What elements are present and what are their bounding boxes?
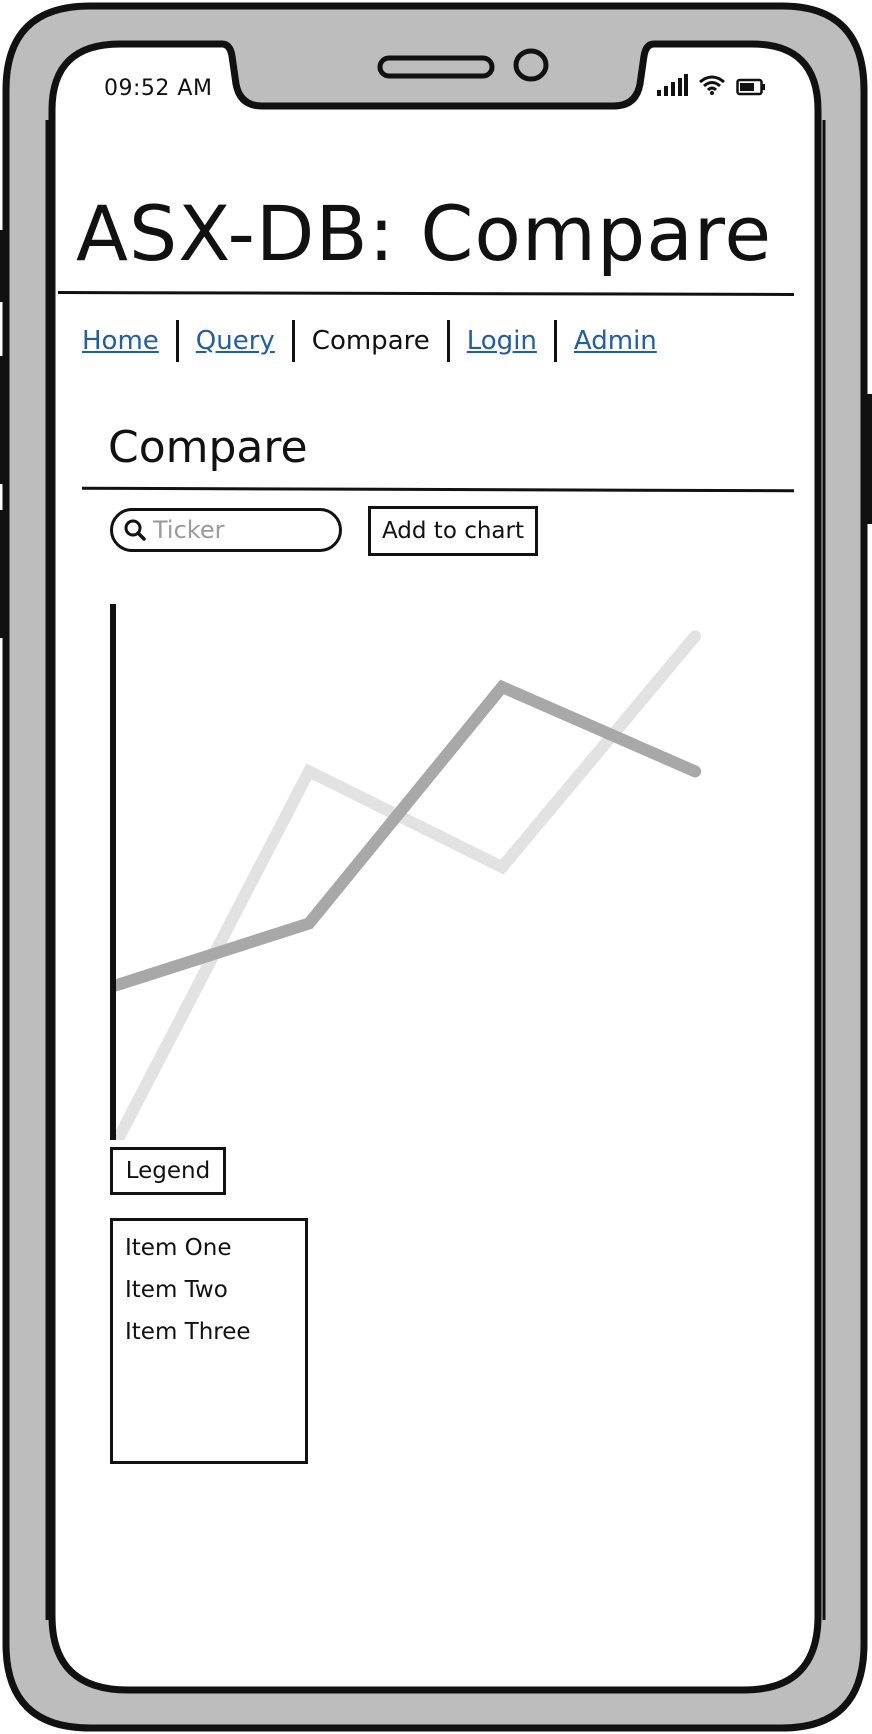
app-title: ASX-DB: Compare xyxy=(76,189,773,278)
battery-icon xyxy=(736,78,765,96)
status-icons xyxy=(656,74,766,96)
nav-home-link[interactable]: Home xyxy=(82,326,159,356)
series-line-1 xyxy=(110,630,702,1140)
add-to-chart-button[interactable]: Add to chart xyxy=(368,506,538,556)
screen: 09:52 AM ASX-DB: Compare Home Query Comp… xyxy=(57,40,814,1690)
list-item[interactable]: Item One xyxy=(125,1235,232,1261)
wifi-icon xyxy=(699,75,725,95)
nav-separator xyxy=(446,320,450,362)
status-time: 09:52 AM xyxy=(104,76,213,101)
search-icon xyxy=(124,519,146,541)
ticker-search-box xyxy=(110,508,342,552)
nav-separator xyxy=(175,320,179,362)
nav-separator xyxy=(553,320,557,362)
nav-separator xyxy=(291,320,295,362)
section-title: Compare xyxy=(108,422,308,473)
signal-icon xyxy=(657,74,688,96)
nav-bar: Home Query Compare Login Admin xyxy=(82,320,657,362)
comparison-chart xyxy=(110,604,702,1140)
list-item[interactable]: Item Three xyxy=(125,1319,251,1345)
section-divider xyxy=(81,486,795,493)
legend-button[interactable]: Legend xyxy=(110,1147,226,1195)
list-item[interactable]: Item Two xyxy=(125,1277,228,1303)
series-line-2 xyxy=(110,679,702,992)
ticker-search-input[interactable] xyxy=(153,516,323,544)
nav-query-link[interactable]: Query xyxy=(195,326,275,356)
series-list: Item One Item Two Item Three xyxy=(110,1218,308,1464)
nav-admin-link[interactable]: Admin xyxy=(573,326,657,356)
nav-login-link[interactable]: Login xyxy=(466,326,537,356)
nav-compare-current: Compare xyxy=(311,326,430,356)
title-divider xyxy=(57,291,795,296)
